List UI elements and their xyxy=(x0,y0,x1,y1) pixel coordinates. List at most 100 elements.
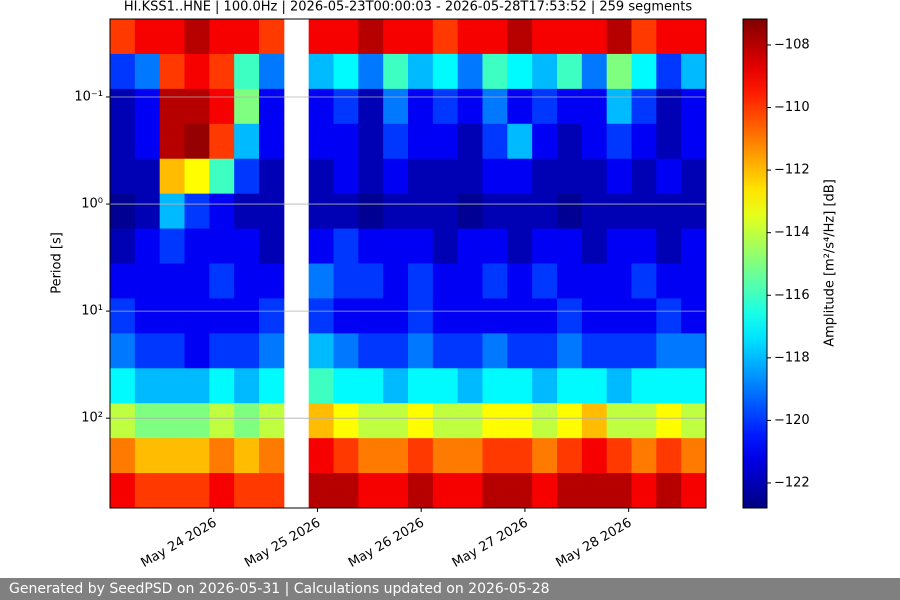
heatmap-cell xyxy=(134,193,161,230)
heatmap-cell xyxy=(259,228,285,264)
heatmap-cell xyxy=(457,193,483,230)
y-tick-label: 10⁰ xyxy=(81,197,103,212)
heatmap-cell xyxy=(606,228,632,264)
heatmap-cell xyxy=(631,88,657,125)
heatmap-cell xyxy=(557,53,583,90)
heatmap-cell xyxy=(259,438,285,474)
colorbar-label: Amplitude [m²/s⁴/Hz] [dB] xyxy=(823,179,838,347)
heatmap-cell xyxy=(532,228,558,264)
x-tick-label: May 25 2026 xyxy=(242,516,323,571)
heatmap-cell xyxy=(457,333,483,369)
heatmap-cell xyxy=(383,298,409,334)
heatmap-cell xyxy=(259,193,285,230)
heatmap-cell xyxy=(408,333,434,369)
heatmap-cell xyxy=(482,158,508,195)
heatmap-cell xyxy=(606,19,632,55)
heatmap-cell xyxy=(432,193,459,230)
heatmap-cell xyxy=(159,19,185,55)
heatmap-cell xyxy=(134,473,161,509)
heatmap-cell xyxy=(606,368,632,404)
heatmap-cell xyxy=(432,228,459,264)
heatmap-cell xyxy=(581,473,608,509)
heatmap-cell xyxy=(383,53,409,90)
heatmap-cell xyxy=(532,368,558,404)
heatmap-cell xyxy=(532,473,558,509)
heatmap-cell xyxy=(631,123,657,160)
heatmap-cell xyxy=(134,19,161,55)
heatmap-cell xyxy=(457,53,483,90)
heatmap-cell xyxy=(408,228,434,264)
heatmap-cell xyxy=(209,368,235,404)
heatmap-cell xyxy=(681,473,707,509)
heatmap-cell xyxy=(234,228,260,264)
heatmap-cell xyxy=(134,438,161,474)
heatmap-cell xyxy=(234,53,260,90)
heatmap-cell xyxy=(184,473,210,509)
heatmap-cell xyxy=(110,88,136,125)
heatmap-cell xyxy=(432,473,459,509)
heatmap-cell xyxy=(184,368,210,404)
heatmap-cell xyxy=(606,53,632,90)
heatmap-cell xyxy=(457,298,483,334)
heatmap-cell xyxy=(259,298,285,334)
heatmap-cell xyxy=(209,333,235,369)
heatmap-cell xyxy=(681,88,707,125)
heatmap-cell xyxy=(358,403,384,439)
heatmap-cell xyxy=(110,193,136,230)
heatmap-cell xyxy=(507,158,533,195)
heatmap-cell xyxy=(259,473,285,509)
heatmap-cell xyxy=(234,438,260,474)
heatmap-cell xyxy=(209,438,235,474)
colorbar-tick-label: −116 xyxy=(774,288,810,303)
heatmap-cell xyxy=(308,123,334,160)
heatmap-cell xyxy=(234,19,260,55)
heatmap-cell xyxy=(333,193,359,230)
heatmap-cell xyxy=(681,368,707,404)
heatmap-cell xyxy=(159,473,185,509)
heatmap-cell xyxy=(159,53,185,90)
heatmap-cell xyxy=(681,263,707,299)
heatmap-cell xyxy=(532,88,558,125)
heatmap-cell xyxy=(308,333,334,369)
heatmap-cell xyxy=(631,368,657,404)
heatmap-cell xyxy=(681,158,707,195)
heatmap-cell xyxy=(184,333,210,369)
heatmap-cell xyxy=(631,403,657,439)
heatmap-cell xyxy=(606,263,632,299)
y-tick-label: 10⁻¹ xyxy=(74,89,103,104)
heatmap-cell xyxy=(259,123,285,160)
heatmap-cell xyxy=(656,403,682,439)
chart: HI.KSS1..HNE | 100.0Hz | 2026-05-23T00:0… xyxy=(50,0,838,571)
heatmap-cell xyxy=(507,53,533,90)
heatmap-cell xyxy=(358,19,384,55)
heatmap-cell xyxy=(159,263,185,299)
heatmap-cell xyxy=(209,473,235,509)
heatmap-cell xyxy=(308,228,334,264)
colorbar-tick-label: −108 xyxy=(774,37,810,52)
heatmap-cell xyxy=(234,403,260,439)
heatmap-cell xyxy=(581,88,608,125)
heatmap-cell xyxy=(432,19,459,55)
heatmap-cell xyxy=(134,228,161,264)
heatmap-cell xyxy=(333,158,359,195)
heatmap-cell xyxy=(681,228,707,264)
heatmap-cell xyxy=(557,473,583,509)
heatmap-cell xyxy=(333,403,359,439)
heatmap-cell xyxy=(408,88,434,125)
heatmap-cell xyxy=(209,88,235,125)
heatmap-cell xyxy=(457,438,483,474)
heatmap-cell xyxy=(110,158,136,195)
heatmap-cell xyxy=(110,263,136,299)
heatmap-cell xyxy=(532,298,558,334)
heatmap-cell xyxy=(581,368,608,404)
heatmap-cell xyxy=(209,53,235,90)
heatmap-cell xyxy=(134,263,161,299)
heatmap-cell xyxy=(631,438,657,474)
heatmap-cell xyxy=(383,473,409,509)
heatmap-cell xyxy=(457,368,483,404)
heatmap-cell xyxy=(606,473,632,509)
heatmap-cell xyxy=(134,53,161,90)
heatmap-cell xyxy=(681,403,707,439)
heatmap-cell xyxy=(482,263,508,299)
heatmap-cell xyxy=(656,473,682,509)
